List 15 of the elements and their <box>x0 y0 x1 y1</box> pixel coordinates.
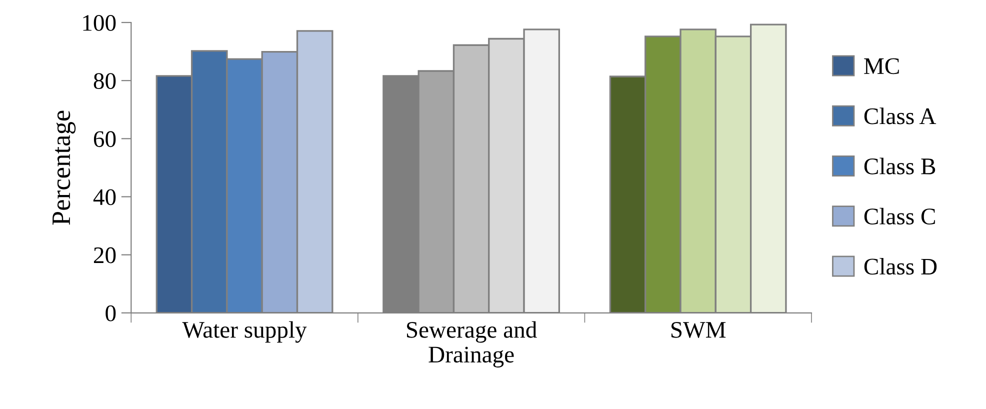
y-axis-title: Percentage <box>52 110 76 225</box>
legend-label: Class C <box>864 208 935 225</box>
y-tick-label: 60 <box>94 131 116 148</box>
y-tick-label: 40 <box>93 189 116 206</box>
legend-label: Class A <box>864 108 936 124</box>
y-tick-label: 20 <box>94 247 116 264</box>
y-tick-label: 0 <box>106 305 116 322</box>
legend-label: Class B <box>864 158 936 174</box>
x-tick-label: Sewerage and Drainage <box>407 321 537 368</box>
y-tick-label: 80 <box>94 73 116 89</box>
legend-label: MC <box>864 58 899 74</box>
legend-label: Class D <box>864 258 937 275</box>
x-tick-label: SWM <box>671 322 726 338</box>
y-tick-label: 100 <box>83 14 116 31</box>
x-tick-label: Water supply <box>182 321 307 343</box>
